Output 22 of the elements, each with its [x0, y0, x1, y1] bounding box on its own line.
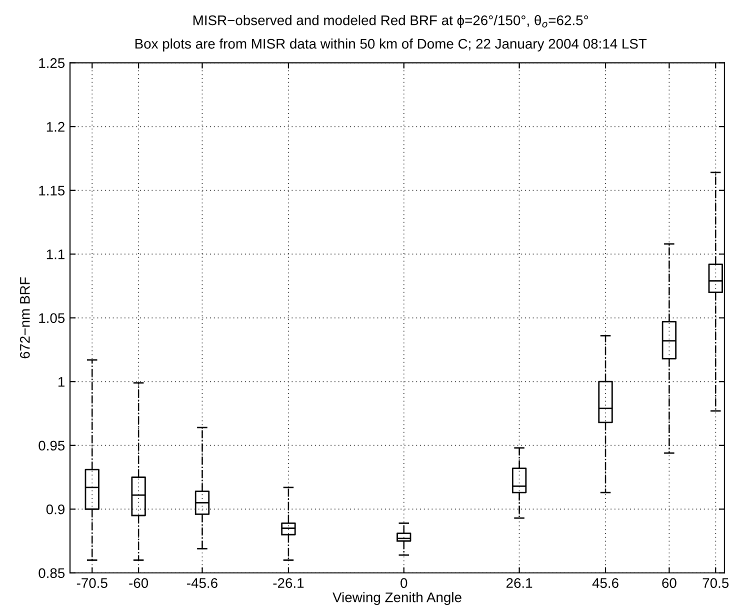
y-tick-label: 1.1: [46, 250, 64, 260]
x-tick-label: -60: [129, 578, 148, 588]
y-tick-label: 1.2: [46, 122, 64, 132]
x-tick-label: 70.5: [702, 578, 729, 588]
y-tick-label: 1.25: [39, 58, 65, 68]
x-tick-label: 45.6: [592, 578, 618, 588]
x-tick-label: 26.1: [506, 578, 532, 588]
y-tick-label: 1.05: [39, 313, 65, 324]
chart-subtitle: Box plots are from MISR data within 50 km of Dome C; 22 January 2004 08:14 LST: [135, 38, 647, 52]
y-axis-title: 672−nm BRF: [20, 277, 30, 358]
x-axis-title: Viewing Zenith Angle: [332, 592, 462, 606]
x-tick-label: 0: [400, 578, 408, 588]
x-tick-label: -70.5: [76, 578, 108, 588]
x-tick-label: -26.1: [273, 578, 304, 588]
y-tick-label: 0.85: [38, 568, 65, 578]
chart-title: MISR−observed and modeled Red BRF at ϕ=26°/150°, θ$_{o}$=62.5°: [193, 15, 588, 28]
y-tick-label: 0.9: [46, 504, 64, 514]
x-tick-label: 60: [662, 578, 676, 588]
y-tick-label: 0.95: [38, 440, 65, 451]
x-tick-label: -45.6: [187, 578, 218, 588]
y-tick-label: 1: [58, 377, 64, 387]
y-tick-label: 1.15: [39, 186, 65, 196]
